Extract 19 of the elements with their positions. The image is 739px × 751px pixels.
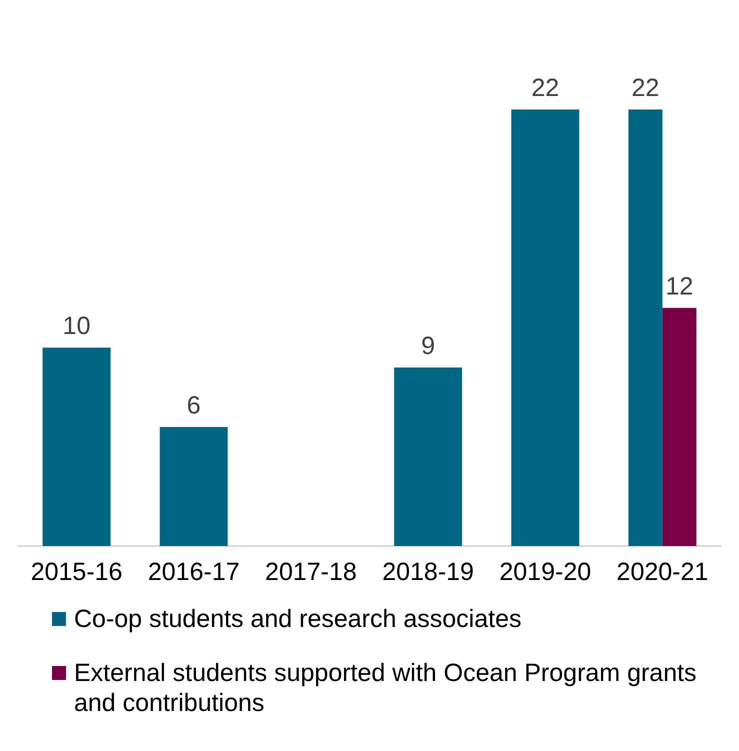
bar bbox=[394, 367, 462, 546]
bar bbox=[662, 308, 696, 546]
data-label: 10 bbox=[62, 312, 90, 340]
x-tick-label: 2017-18 bbox=[265, 558, 357, 586]
data-label: 9 bbox=[421, 332, 436, 360]
x-tick-label: 2016-17 bbox=[148, 558, 240, 586]
bar bbox=[160, 426, 228, 546]
x-tick-label: 2015-16 bbox=[30, 558, 122, 586]
x-tick-label: 2018-19 bbox=[382, 558, 474, 586]
data-label: 22 bbox=[632, 74, 660, 102]
legend-label: External students supported with Ocean Program grants and contributions bbox=[74, 658, 698, 718]
x-tick-label: 2019-20 bbox=[499, 558, 592, 586]
bar bbox=[511, 110, 580, 546]
data-label: 22 bbox=[531, 74, 560, 102]
legend-label: Co-op students and research associates bbox=[74, 604, 522, 634]
data-label: 6 bbox=[186, 391, 201, 420]
data-label: 12 bbox=[666, 272, 694, 300]
x-tick-label: 2020-21 bbox=[616, 558, 708, 586]
bar bbox=[42, 348, 111, 546]
